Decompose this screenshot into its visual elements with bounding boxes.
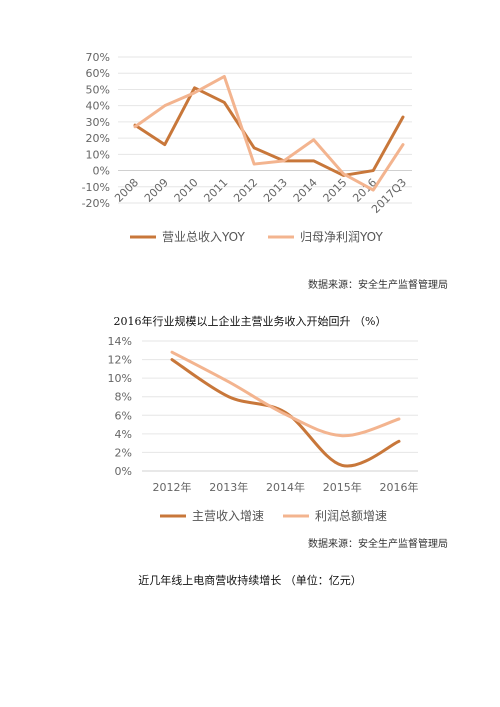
y-tick-label: 4% (115, 428, 132, 441)
x-tick-label: 2014年 (266, 480, 305, 494)
y-tick-label: 2% (115, 446, 132, 459)
y-tick-label: 14% (108, 335, 132, 348)
chart-revenue-profit-growth: 14% 12% 10% 8% 6% 4% 2% 0% 2012年 2013年 2014年 2015年 2… (108, 335, 419, 523)
y-tick-label: 12% (108, 354, 132, 367)
figure-caption: 2016年行业规模以上企业主营业务收入开始回升 （%） (113, 315, 387, 328)
series-line-2 (170, 350, 401, 438)
legend-label: 利润总额增速 (315, 509, 387, 523)
y-tick-label: 20% (86, 132, 110, 145)
y-tick-label: 0% (115, 465, 132, 478)
y-tick-label: 8% (115, 391, 132, 404)
series-line-1 (133, 86, 405, 177)
data-source-note: 数据来源：安全生产监督管理局 (308, 280, 448, 291)
y-tick-label: 60% (86, 67, 110, 80)
figure-caption: 近几年线上电商营收持续增长 （单位：亿元） (138, 574, 362, 587)
x-tick-label: 2008 (112, 176, 141, 205)
series-line-1 (170, 358, 401, 468)
x-tick-label: 2015年 (323, 480, 362, 494)
y-tick-label: 50% (86, 83, 110, 96)
data-source-note: 数据来源：安全生产监督管理局 (308, 539, 448, 550)
y-tick-label: 30% (86, 116, 110, 129)
y-tick-label: -10% (82, 181, 110, 194)
series-line-2 (133, 74, 405, 192)
legend-label: 主营收入增速 (192, 509, 264, 523)
chart-profit-revenue-yoy: 70%60%50%40%30%20%10%0%-10%-20% 2008 2009 2… (82, 51, 412, 244)
y-tick-label: 10% (108, 372, 132, 385)
x-tick-label: 2013 (261, 176, 290, 205)
x-tick-label: 2009 (142, 176, 171, 205)
y-tick-label: -20% (82, 197, 110, 210)
x-tick-label: 2012 (231, 176, 260, 205)
x-tick-label: 2011 (201, 176, 230, 205)
y-tick-label: 6% (115, 409, 132, 422)
y-tick-label: 0% (93, 165, 110, 178)
x-tick-label: 2014 (291, 176, 320, 205)
x-tick-label: 2010 (172, 176, 201, 205)
x-tick-label: 2015 (321, 176, 350, 205)
legend-label: 归母净利润YOY (300, 230, 383, 244)
x-tick-label: 2016年 (380, 480, 419, 494)
y-tick-label: 70% (86, 51, 110, 64)
y-tick-label: 40% (86, 100, 110, 113)
x-tick-label: 2013年 (209, 480, 248, 494)
y-tick-label: 10% (86, 148, 110, 161)
x-tick-label: 2012年 (153, 480, 192, 494)
legend-label: 营业总收入YOY (162, 230, 245, 244)
